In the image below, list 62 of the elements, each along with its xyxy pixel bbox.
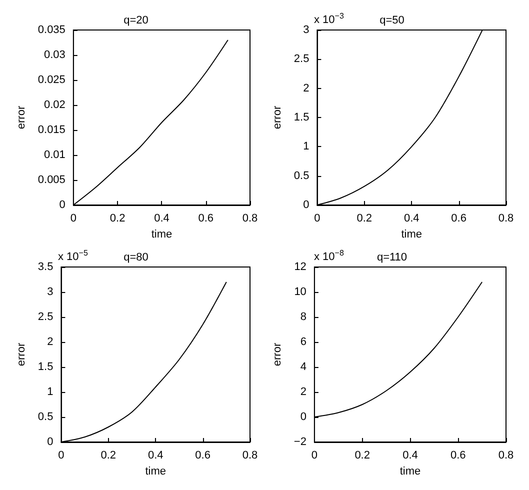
x-tick-label: 0.4 <box>148 450 164 462</box>
x-axis-title: time <box>145 465 166 478</box>
x-tick-label: 0.4 <box>402 450 418 462</box>
x-tick-label: 0.2 <box>354 450 370 462</box>
y-tick-label: 2.5 <box>294 53 310 66</box>
y-tick-label: 3 <box>303 24 310 36</box>
y-tick-label: 0.03 <box>44 49 66 61</box>
y-tick-label: 0 <box>59 199 66 211</box>
chart-title: q=110 <box>376 252 408 264</box>
y-axis-title: error <box>16 342 28 366</box>
y-tick-label: 0 <box>303 199 310 211</box>
x-tick-label: 0.6 <box>198 212 214 224</box>
y-tick-label: 1 <box>47 386 54 398</box>
y-tick-label: 0.035 <box>38 24 66 36</box>
chart-title: q=50 <box>380 14 404 26</box>
y-tick-label: 4 <box>300 361 306 373</box>
x-tick-label: 0.8 <box>498 212 514 224</box>
y-tick-label: 8 <box>300 311 306 323</box>
y-tick-label: 0.01 <box>44 149 66 161</box>
y-tick-label: 0.5 <box>294 170 310 182</box>
y-tick-label: 12 <box>294 261 306 273</box>
y-axis-title: error <box>272 106 284 130</box>
x-tick-label: 0.8 <box>242 212 258 224</box>
y-tick-label: 6 <box>300 336 306 348</box>
y-tick-label: 2 <box>47 336 54 348</box>
x-tick-label: 0.2 <box>100 450 116 462</box>
chart-title: q=20 <box>124 14 148 26</box>
y-tick-label: 0.5 <box>38 411 54 423</box>
y-tick-label: 1.5 <box>294 112 310 124</box>
y-tick-label: 1.5 <box>38 361 54 373</box>
y-tick-label: 0 <box>47 436 54 448</box>
y-tick-label: 2.5 <box>38 311 54 323</box>
y-tick-label: 0.005 <box>38 174 66 186</box>
x-tick-label: 0 <box>314 212 320 224</box>
x-axis-title: time <box>401 228 422 240</box>
y-axis-title: error <box>272 342 284 366</box>
x-tick-label: 0.2 <box>110 212 126 224</box>
x-tick-label: 0.4 <box>154 212 170 224</box>
x-tick-label: 0.6 <box>451 212 466 224</box>
x-tick-label: 0.2 <box>356 212 372 224</box>
y-tick-label: 10 <box>294 286 306 298</box>
y-tick-label: 0.02 <box>44 99 66 111</box>
y-tick-label: 3 <box>47 286 54 298</box>
x-tick-label: 0 <box>311 450 318 462</box>
y-tick-label: 0.025 <box>38 74 66 86</box>
y-tick-label: 0.015 <box>38 124 66 136</box>
x-tick-label: 0.8 <box>242 450 258 462</box>
x-tick-label: 0.4 <box>404 212 420 224</box>
y-tick-label: 0 <box>300 411 306 423</box>
x-axis-title: time <box>400 465 421 478</box>
x-tick-label: 0.8 <box>498 450 514 462</box>
y-tick-label: 3.5 <box>38 261 54 273</box>
y-tick-label: 2 <box>300 386 306 398</box>
x-tick-label: 0.6 <box>450 450 466 462</box>
chart-title: q=80 <box>124 252 148 264</box>
y-axis-title: error <box>16 106 28 130</box>
x-tick-label: 0.6 <box>195 450 210 462</box>
x-tick-label: 0 <box>70 212 76 224</box>
y-tick-label: 2 <box>303 82 310 94</box>
y-tick-label: −2 <box>294 436 306 448</box>
x-axis-title: time <box>151 228 172 240</box>
y-tick-label: 1 <box>303 140 310 153</box>
